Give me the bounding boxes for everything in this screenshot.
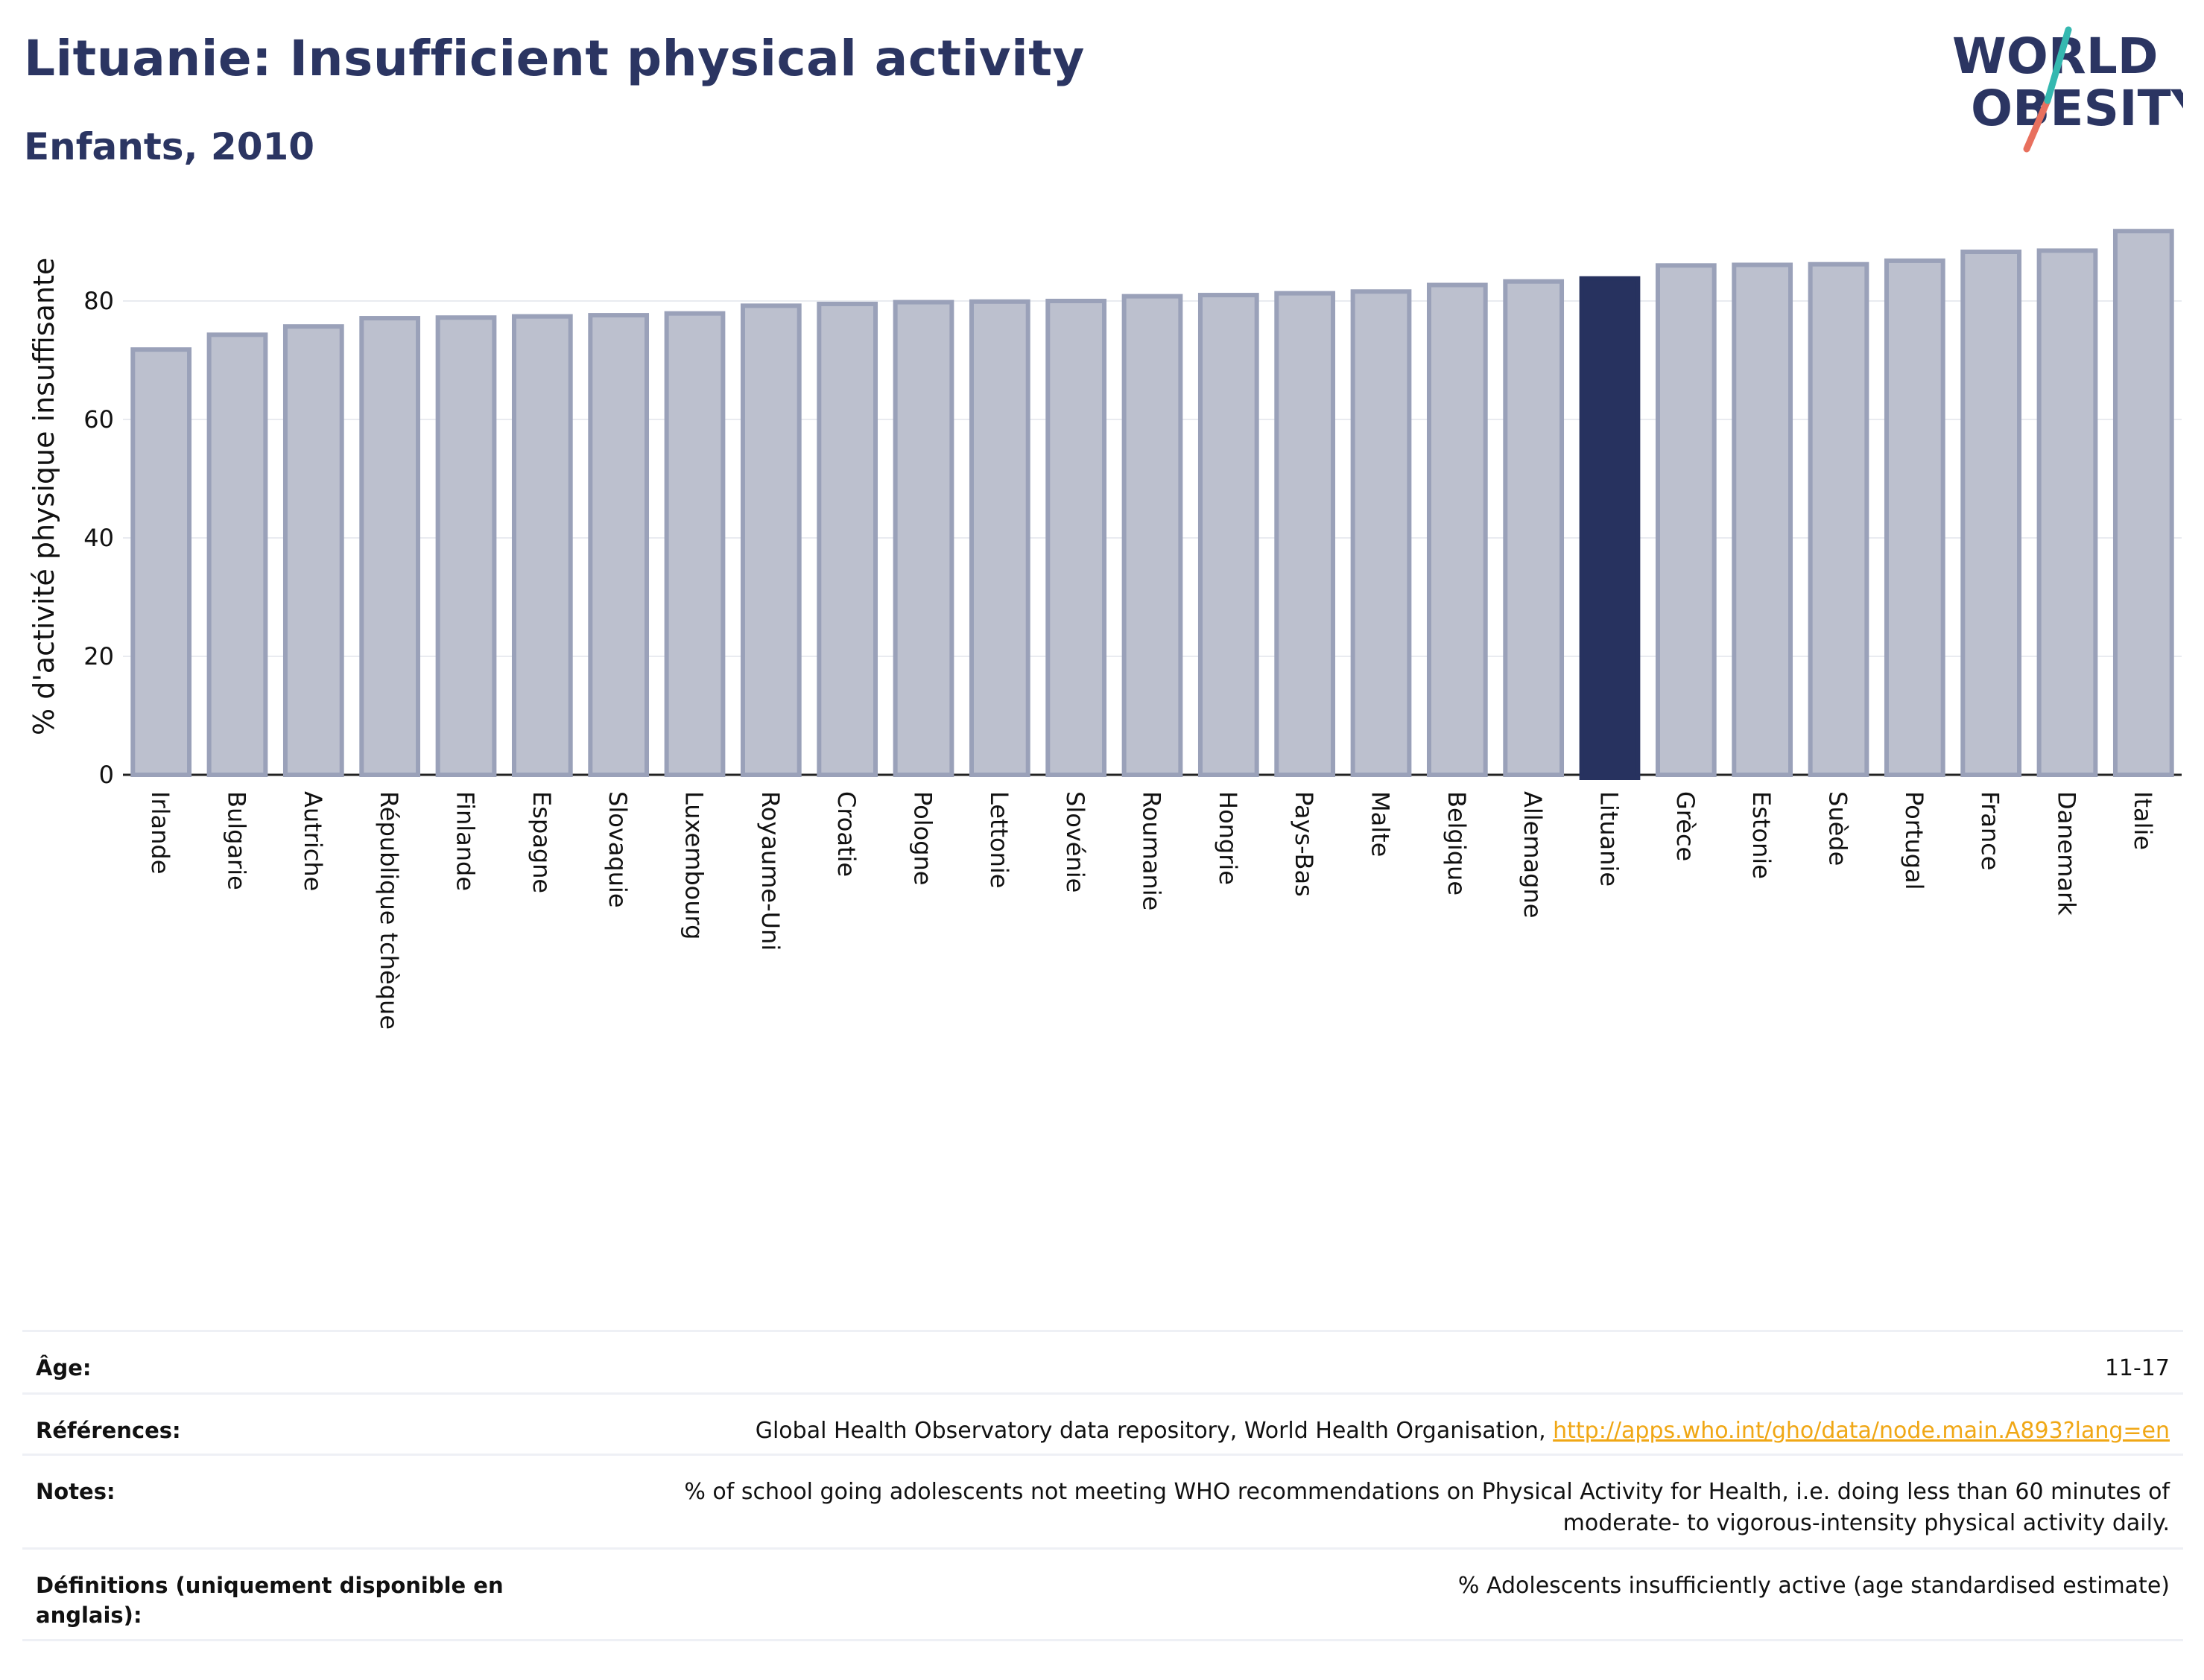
x-tick-label: Lituanie: [1595, 791, 1624, 887]
definitions-value: % Adolescents insufficiently active (age…: [1457, 1573, 2170, 1599]
notes-value: % of school going adolescents not meetin…: [684, 1479, 2170, 1536]
bar: [664, 311, 726, 777]
bar: [1350, 289, 1412, 777]
x-axis-ticks: Irlande Bulgarie Autriche République tchèqu…: [146, 791, 2157, 1030]
bar: [359, 316, 421, 777]
bar: [1808, 261, 1869, 777]
age-label: Âge:: [36, 1355, 92, 1381]
logo-slash-teal: [2044, 26, 2072, 104]
y-axis-ticks: 0 20 40 60 80: [83, 287, 114, 789]
x-tick-label: Autriche: [299, 791, 327, 891]
bar: [1960, 250, 2022, 777]
x-tick-label: Croatie: [832, 791, 861, 877]
bar: [435, 315, 497, 777]
bar: [282, 324, 344, 777]
meta-row-references: Références: Global Health Observatory da…: [22, 1392, 2183, 1454]
chart-title: Lituanie: Insufficient physical activity: [24, 30, 1085, 87]
x-tick-label: Danemark: [2053, 791, 2081, 916]
logo-text-obesity: OBESITY: [1971, 80, 2183, 137]
x-tick-label: Luxembourg: [680, 791, 709, 939]
x-tick-label: Roumanie: [1138, 791, 1166, 910]
bar: [588, 313, 650, 777]
y-tick-label: 40: [83, 524, 114, 552]
x-tick-label: Malte: [1367, 791, 1395, 857]
age-value: 11-17: [2104, 1355, 2170, 1381]
bar: [893, 299, 954, 777]
y-axis-label: % d'activité physique insuffisante: [28, 258, 60, 735]
x-tick-label: Pologne: [909, 791, 937, 885]
bar: [1426, 282, 1488, 778]
y-tick-label: 0: [99, 761, 114, 789]
y-tick-label: 80: [83, 287, 114, 315]
bar: [1884, 258, 1945, 777]
logo-slash-red: [2023, 97, 2051, 153]
x-tick-label: Royaume-Uni: [756, 791, 785, 951]
y-tick-label: 20: [83, 642, 114, 671]
meta-row-age: Âge: 11-17: [22, 1330, 2183, 1392]
meta-row-definitions: Définitions (uniquement disponible en an…: [22, 1547, 2183, 1641]
definitions-label: Définitions (uniquement disponible en an…: [36, 1573, 504, 1628]
bar: [206, 332, 268, 777]
x-tick-label: Allemagne: [1519, 791, 1547, 918]
y-tick-label: 60: [83, 405, 114, 434]
x-tick-label: Italie: [2129, 791, 2157, 850]
bar-highlighted: [1579, 276, 1641, 781]
bars: [130, 229, 2174, 781]
notes-label: Notes:: [36, 1479, 115, 1504]
x-tick-label: Finlande: [452, 791, 480, 891]
world-obesity-logo: WORLD OBESITY: [1952, 26, 2183, 153]
x-tick-label: Grèce: [1671, 791, 1700, 861]
bar: [1197, 293, 1259, 778]
bar: [969, 299, 1030, 778]
bar: [1655, 263, 1717, 778]
x-tick-label: Portugal: [1900, 791, 1928, 890]
bar: [1274, 291, 1336, 778]
bar: [130, 347, 192, 777]
references-link[interactable]: http://apps.who.int/gho/data/node.main.A…: [1553, 1418, 2170, 1444]
bar: [1732, 262, 1793, 777]
x-tick-label: Hongrie: [1214, 791, 1242, 885]
x-tick-label: Pays-Bas: [1290, 791, 1318, 897]
references-label: Références:: [36, 1418, 181, 1443]
x-tick-label: Suède: [1824, 791, 1852, 866]
x-tick-label: République tchèque: [375, 791, 403, 1030]
x-tick-label: Irlande: [146, 791, 174, 874]
bar: [1503, 279, 1565, 777]
bar: [1121, 294, 1183, 777]
bar: [1045, 299, 1107, 777]
x-tick-label: Slovénie: [1061, 791, 1089, 893]
x-tick-label: Bulgarie: [223, 791, 251, 890]
bar: [740, 303, 802, 778]
references-text: Global Health Observatory data repositor…: [755, 1418, 1554, 1444]
x-tick-label: Slovaquie: [604, 791, 632, 908]
x-tick-label: France: [1976, 791, 2004, 870]
metadata-table: Âge: 11-17 Références: Global Health Obs…: [22, 1330, 2183, 1641]
bar: [2036, 248, 2098, 778]
x-tick-label: Belgique: [1443, 791, 1471, 896]
bar: [2112, 229, 2174, 777]
references-value: Global Health Observatory data repositor…: [756, 1395, 2183, 1454]
x-tick-label: Espagne: [528, 791, 556, 893]
chart-subtitle: Enfants, 2010: [24, 125, 315, 168]
x-tick-label: Lettonie: [985, 791, 1013, 888]
bar-chart: 0 20 40 60 80 Irlande Bulgarie Autriche Républi…: [28, 229, 2182, 1030]
meta-row-notes: Notes: % of school going adolescents not…: [22, 1454, 2183, 1547]
bar: [511, 314, 573, 778]
bar: [817, 301, 878, 778]
x-tick-label: Estonie: [1747, 791, 1776, 879]
